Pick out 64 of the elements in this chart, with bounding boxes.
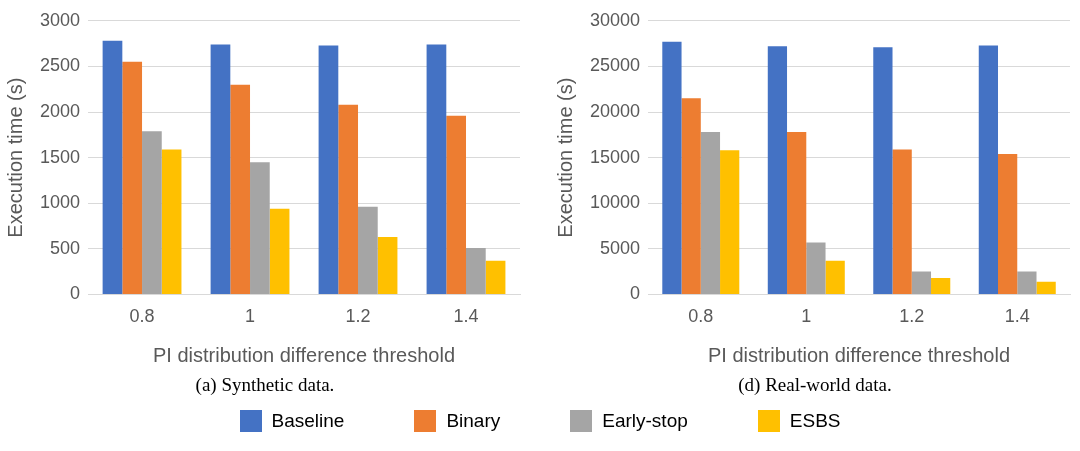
y-tick-label: 3000 xyxy=(40,9,81,30)
y-tick-label: 10000 xyxy=(589,192,641,213)
y-tick-label: 15000 xyxy=(589,146,641,167)
bar xyxy=(806,242,826,294)
y-tick-label: 500 xyxy=(50,237,81,258)
bar xyxy=(911,271,932,294)
bar xyxy=(873,47,893,294)
y-tick-label: 1000 xyxy=(40,192,81,213)
x-tick-label: 1.2 xyxy=(899,306,925,327)
x-tick-label: 1.4 xyxy=(1004,306,1030,327)
bar xyxy=(269,208,290,294)
x-tick-label: 1 xyxy=(801,306,812,327)
y-tick-label: 0 xyxy=(630,283,641,304)
text: (d) Real-world data. xyxy=(737,374,893,396)
bar xyxy=(318,45,339,294)
y-tick-label: 2500 xyxy=(40,55,81,76)
bar xyxy=(446,115,467,294)
y-axis-title: Execution time (s) xyxy=(553,77,576,238)
x-tick-label: 1 xyxy=(245,306,256,327)
bar xyxy=(825,260,845,294)
bar xyxy=(931,277,951,294)
y-tick-label: 1500 xyxy=(40,146,81,167)
bar xyxy=(998,153,1018,294)
x-tick-label: 0.8 xyxy=(129,306,155,327)
y-tick-label: 30000 xyxy=(589,9,641,30)
y-tick-label: 5000 xyxy=(600,237,641,258)
bar xyxy=(892,149,912,294)
bar xyxy=(426,44,447,294)
legend-label: Baseline xyxy=(271,410,345,432)
bar xyxy=(681,98,701,294)
legend-label: Binary xyxy=(446,410,501,432)
bar xyxy=(338,104,359,294)
y-tick-label: 20000 xyxy=(589,100,641,121)
y-tick-label: 2000 xyxy=(40,100,81,121)
x-tick-label: 0.8 xyxy=(688,306,714,327)
y-tick-label: 25000 xyxy=(589,55,641,76)
bar xyxy=(122,61,143,294)
bar xyxy=(662,41,682,294)
legend-label: Early-stop xyxy=(602,410,688,432)
bar xyxy=(102,40,123,294)
bar xyxy=(787,132,807,294)
bar xyxy=(377,236,398,294)
x-tick-label: 1.4 xyxy=(453,306,479,327)
legend-label: ESBS xyxy=(789,410,841,432)
x-tick-label: 1.2 xyxy=(345,306,371,327)
y-tick-label: 0 xyxy=(70,283,81,304)
bar xyxy=(230,84,251,294)
x-axis-title: PI distribution difference threshold xyxy=(708,343,1011,366)
y-axis-title: Execution time (s) xyxy=(3,77,26,238)
bar xyxy=(1036,281,1056,294)
bar xyxy=(142,131,162,294)
bar xyxy=(466,247,486,294)
bar xyxy=(720,150,740,294)
bar xyxy=(485,260,506,294)
bar xyxy=(250,162,270,294)
bar xyxy=(1017,271,1037,294)
bar xyxy=(358,206,378,294)
bar xyxy=(700,132,721,294)
x-axis-title: PI distribution difference threshold xyxy=(153,343,456,366)
text: (a) Synthetic data. xyxy=(194,374,336,396)
bar xyxy=(767,46,788,294)
bar xyxy=(978,45,999,294)
bar xyxy=(161,149,182,294)
bar xyxy=(210,44,231,294)
